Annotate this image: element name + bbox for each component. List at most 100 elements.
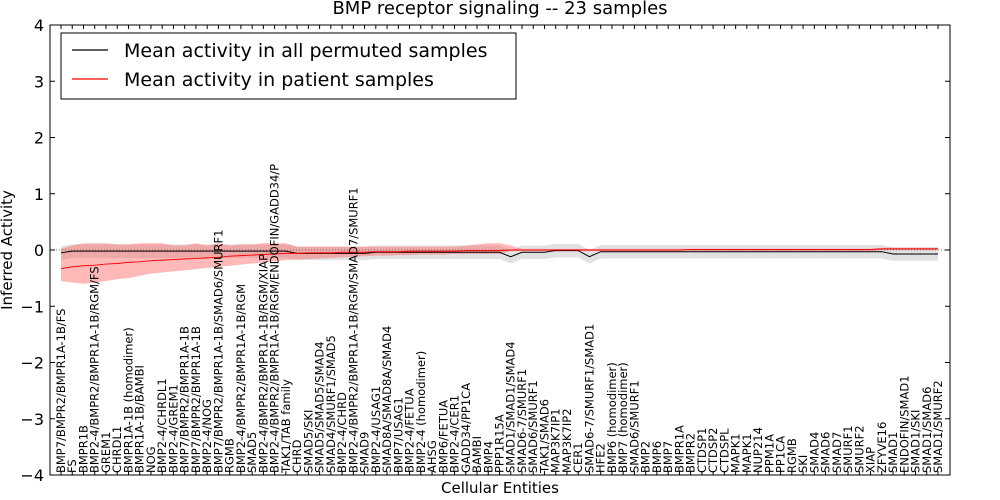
x-tick-label: BMP2-4/NOG [200, 399, 214, 473]
x-tick-label: BMP2-4/BMPR2/BMPR1A-1B/RGM/ENDOFIN/GADD3… [268, 164, 282, 473]
x-tick-label: BMP7/BMPR2/BMPR1A-1B/FS [54, 309, 68, 473]
x-tick-label: BMP7 [661, 441, 675, 473]
x-tick-label: CHRDL1 [110, 426, 124, 473]
x-tick-label: BMPR1B [76, 425, 90, 473]
x-tick-label: CTDSP1 [695, 428, 709, 473]
x-tick-label: PPP1R15A [493, 414, 507, 473]
y-tick-label: 3 [34, 72, 44, 91]
y-tick-label: −4 [20, 466, 44, 485]
x-tick-label: SMAD8A/SMAD8A/SMAD4 [380, 326, 394, 473]
x-tick-label: CTDSPL [717, 428, 731, 473]
x-tick-label: BMP7/USAG1 [391, 397, 405, 473]
permuted-mean-line [60, 250, 938, 258]
x-tick-label: SMAD1/SMURF2 [931, 380, 945, 473]
x-tick-label: SMAD6/SMURF1 [627, 380, 641, 473]
x-tick-label: BMP2-4/BMPR2/BMPR1A-1B/RGM [234, 284, 248, 473]
x-tick-label: SMAD6 [819, 432, 833, 473]
x-tick-label: BMP2-4/CER1 [448, 395, 462, 473]
y-tick-label: 0 [34, 241, 44, 260]
x-tick-label: XIAP [864, 447, 878, 473]
x-tick-label: BMP2-4/CHRD [335, 392, 349, 473]
y-axis-label: Inferred Activity [0, 190, 16, 310]
x-tick-label: SMAD1 [886, 432, 900, 473]
x-tick-label: BMP2-4/GREM1 [166, 384, 180, 473]
y-tick-label: 1 [34, 185, 44, 204]
x-tick-label: SMAD1/SKI [909, 410, 923, 473]
x-tick-label: BMPR1A-1B (homodimer) [121, 327, 135, 473]
plot-area: −4−3−2−101234BMP7/BMPR2/BMPR1A-1B/FSFSBM… [20, 16, 951, 485]
x-tick-label: BMPR2 [684, 433, 698, 473]
x-axis-label: Cellular Entities [441, 479, 559, 497]
x-tick-label: MAPK1 [740, 433, 754, 473]
x-tick-label: GADD34/PP1CA [459, 383, 473, 473]
x-tick-label: SMAD1/SMAD6 [920, 387, 934, 473]
x-tick-label: BMP2-4 (homodimer) [414, 351, 428, 473]
x-tick-label: BMP7 (homodimer) [616, 362, 630, 473]
y-tick-label: −3 [20, 410, 44, 429]
x-tick-label: PPM1A [762, 434, 776, 473]
patient-mean-line [60, 248, 938, 270]
x-tick-label: RGMB [223, 438, 237, 473]
legend-label-permuted: Mean activity in all permuted samples [124, 40, 487, 62]
x-tick-label: SMAD5/SMAD5/SMAD4 [313, 341, 327, 473]
y-tick-label: 2 [34, 129, 44, 148]
x-tick-label: BMPR1A [672, 425, 686, 473]
x-tick-label: BMP2-4/FETUA [403, 388, 417, 473]
x-tick-label: BMP6/FETUA [436, 400, 450, 473]
x-tick-label: SMAD4/SMURF1/SMAD5 [324, 335, 338, 473]
x-tick-label: BMP2-4/BMPR2/BMPR1A-1B/RGM/FS [88, 266, 102, 473]
x-tick-label: SMAD6/SMURF1 [526, 380, 540, 473]
chart-title: BMP receptor signaling -- 23 samples [332, 0, 667, 19]
x-tick-label: SMURF1 [841, 425, 855, 473]
x-tick-label: SMAD4 [807, 432, 821, 473]
x-tick-label: SMAD6-7/SMURF1/SMAD1 [582, 324, 596, 473]
x-tick-label: HFE2 [594, 443, 608, 473]
x-tick-label: MAP3K7IP1 [549, 408, 563, 473]
x-tick-label: BMP4 [481, 441, 495, 473]
x-tick-label: MAP3K7IP2 [560, 408, 574, 473]
x-tick-label: BMP2-4/CHRDL1 [155, 378, 169, 473]
x-tick-label: GREM1 [99, 432, 113, 473]
x-tick-label: SMAD5/SKI [301, 410, 315, 473]
legend-box [60, 32, 517, 100]
y-tick-label: 4 [34, 16, 44, 35]
x-tick-label: SKI [796, 455, 810, 473]
x-tick-label: BMP7/BMPR2/BMPR1A-1B [178, 326, 192, 473]
x-tick-label: SMAD9 [358, 432, 372, 473]
permuted-band [61, 243, 938, 264]
x-tick-label: NUP214 [751, 427, 765, 473]
x-tick-label: BMPR1A-1B/BAMBI [133, 365, 147, 473]
x-tick-label: RGMB [785, 438, 799, 473]
x-tick-label: CHRD [290, 439, 304, 473]
x-tick-label: CTDSP2 [706, 428, 720, 473]
x-tick-label: PP1CA [774, 436, 788, 473]
x-tick-label: NOG [144, 446, 158, 473]
x-tick-label: BMP2-4/BMPR2/BMPR1A-1B/RGM/SMAD7/SMURF1 [346, 187, 360, 473]
x-tick-label: TAK1/TAB family [279, 379, 293, 474]
x-tick-label: AHSG [425, 440, 439, 473]
x-tick-label: CER1 [571, 442, 585, 473]
x-tick-label: BMP2 [639, 441, 653, 473]
x-tick-label: SMAD7 [830, 432, 844, 473]
x-tick-label: SMAD1/SMAD1/SMAD4 [504, 341, 518, 473]
x-tick-label: BAMBI [470, 436, 484, 473]
x-tick-label: SMAD5 [245, 432, 259, 473]
x-tick-label: ENDOFIN/SMAD1 [897, 375, 911, 473]
y-tick-label: −2 [20, 354, 44, 373]
x-tick-label: BMP2-4/BMPR2/BMPR1A-1B/RGM/XIAP [256, 254, 270, 473]
x-tick-label: BMP2-4/USAG1 [369, 386, 383, 473]
x-tick-label: BMP7/BMPR2/BMPR1A-1B [189, 326, 203, 473]
x-tick-label: FS [65, 459, 79, 473]
legend: Mean activity in all permuted samples Me… [60, 32, 517, 100]
x-tick-label: SMAD6-7/SMURF1 [515, 369, 529, 473]
x-tick-label: BMP7/BMPR2/BMPR1A-1B/SMAD6/SMURF1 [211, 230, 225, 473]
legend-label-patient: Mean activity in patient samples [124, 69, 434, 91]
x-tick-label: ZFYVE16 [875, 422, 889, 473]
x-tick-label: BMP6 [650, 441, 664, 473]
y-tick-label: −1 [20, 297, 44, 316]
x-tick-label: TAK1/SMAD6 [537, 399, 551, 474]
x-tick-label: MAPK1 [729, 433, 743, 473]
x-tick-label: SMURF2 [852, 425, 866, 473]
x-tick-label: BMP6 (homodimer) [605, 362, 619, 473]
